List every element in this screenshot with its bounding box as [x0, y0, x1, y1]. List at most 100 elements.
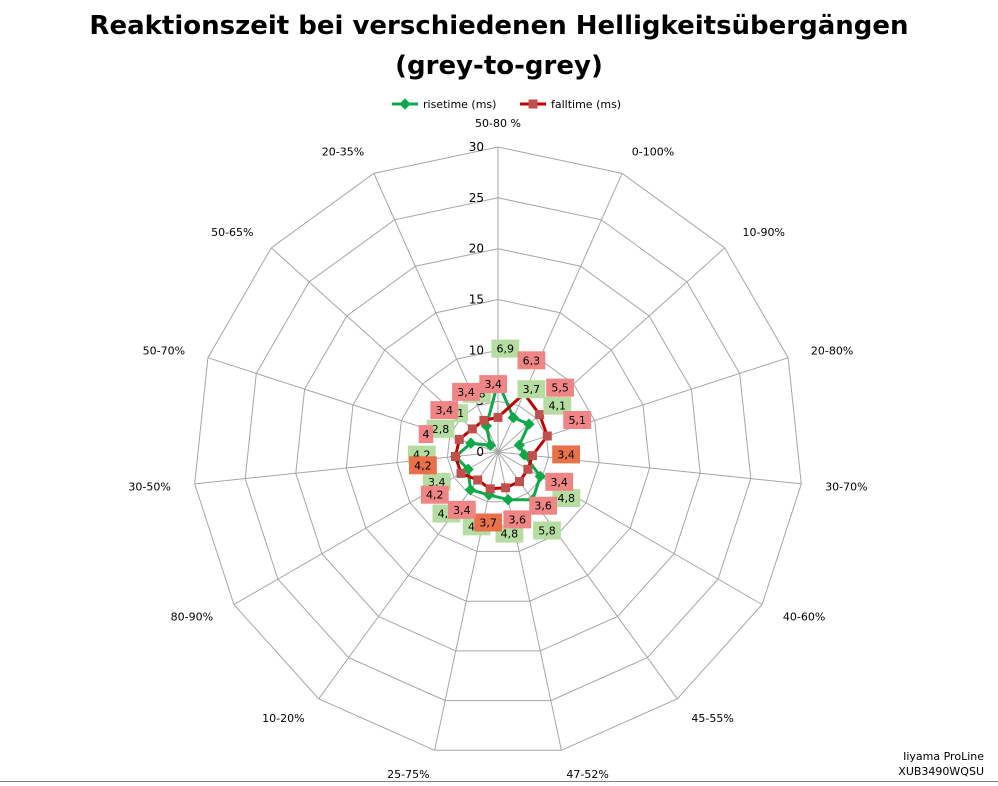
falltime-data-label: 5,5	[546, 378, 574, 397]
spoke-6	[497, 451, 678, 700]
falltime-data-label: 3,4	[552, 445, 580, 464]
category-label: 20-35%	[322, 145, 364, 158]
legend: risetime (ms) falltime (ms)	[392, 98, 621, 111]
footer-caption: Iiyama ProLine XUB3490WQSU	[898, 749, 984, 779]
data-label-box	[563, 411, 592, 429]
category-labels: 50-80 % 0-100% 10-90% 20-80% 30-70% 40-60% 45-…	[128, 117, 867, 781]
data-label-box	[418, 425, 434, 444]
data-label-box	[503, 510, 532, 529]
falltime-marker	[454, 434, 464, 444]
category-label: 45-55%	[691, 712, 733, 725]
spoke-14	[373, 173, 499, 453]
data-label-box	[552, 445, 580, 464]
spoke-9	[318, 451, 499, 700]
risetime-data-label: 4,8	[495, 524, 524, 543]
risetime-data-label: 4,8	[552, 489, 581, 508]
falltime-data-label: 3,6	[529, 496, 557, 515]
data-label-box	[420, 485, 449, 504]
falltime-data-label: 3,4	[545, 472, 574, 491]
tick-label-10: 10	[469, 343, 484, 357]
data-label-box	[474, 513, 502, 532]
gridline-25	[244, 197, 752, 702]
falltime-marker	[515, 477, 524, 487]
falltime-data-label: 4,2	[409, 456, 437, 475]
risetime-marker	[484, 439, 497, 451]
data-label-box	[495, 524, 524, 543]
risetime-marker	[465, 437, 477, 449]
risetime-marker	[502, 494, 514, 506]
risetime-data-label: 6,9	[491, 339, 520, 358]
data-label-box	[452, 382, 480, 401]
footer-divider	[0, 781, 998, 782]
falltime-marker	[523, 464, 533, 474]
data-label-text: 6,3	[523, 354, 541, 367]
data-label-text: 4,2	[414, 459, 432, 472]
spoke-11	[194, 451, 499, 485]
category-label: 30-50%	[128, 480, 170, 493]
falltime-marker	[493, 412, 503, 422]
data-label-text: 5,5	[551, 382, 569, 395]
data-label-text: 3,4	[428, 476, 446, 489]
risetime-data-label: 5,8	[533, 521, 561, 540]
falltime-data-label: 5,1	[563, 411, 592, 429]
falltime-marker	[451, 452, 460, 461]
falltime-marker	[501, 483, 511, 493]
data-label-box	[409, 456, 437, 475]
data-label-box	[430, 401, 459, 420]
chart-title: Reaktionszeit bei verschiedenen Helligke…	[0, 6, 998, 86]
data-label-text: 3,4	[557, 448, 575, 461]
falltime-data-label: 3,7	[474, 513, 502, 532]
falltime-marker	[527, 451, 537, 461]
risetime-marker	[464, 484, 477, 496]
falltime-data-label: 3,4	[430, 401, 459, 420]
data-label-text: 5,1	[568, 414, 586, 427]
data-label-text: 4,8	[558, 492, 576, 505]
data-label-box	[552, 489, 581, 508]
data-label-text: 3,4	[436, 404, 454, 417]
falltime-data-label: 3,4	[452, 382, 480, 401]
category-label: 47-52%	[566, 768, 608, 781]
chart-title-line-2: (grey-to-grey)	[395, 51, 603, 81]
category-label: 50-80 %	[475, 117, 521, 130]
radial-axis-ticks: 051015202530	[469, 140, 484, 459]
data-label-box	[479, 375, 508, 394]
data-label-box	[491, 339, 520, 358]
risetime-series-line	[454, 380, 542, 502]
data-label-text: 3,4	[550, 476, 568, 489]
falltime-marker	[479, 415, 489, 425]
falltime-marker	[467, 424, 477, 434]
legend-falltime-label: falltime (ms)	[551, 98, 621, 111]
risetime-data-label: 4,1	[543, 396, 572, 415]
falltime-marker	[535, 410, 545, 420]
risetime-marker	[513, 439, 525, 451]
falltime-series-line	[454, 392, 549, 491]
risetime-marker	[534, 470, 546, 483]
data-label-text: 2,8	[432, 423, 450, 436]
data-label-text: 3,7	[523, 383, 541, 396]
spoke-10	[233, 451, 499, 605]
category-label: 10-90%	[743, 226, 785, 239]
falltime-data-label: 4	[418, 425, 434, 444]
falltime-data-label: 3,6	[503, 510, 532, 529]
category-label: 50-70%	[143, 344, 185, 357]
tick-label-20: 20	[469, 242, 484, 256]
data-label-box	[426, 419, 455, 438]
legend-risetime-marker	[399, 98, 411, 110]
chart-title-line-1: Reaktionszeit bei verschiedenen Helligke…	[89, 11, 909, 41]
category-label: 0-100%	[632, 145, 674, 158]
falltime-data-label: 3,4	[448, 500, 476, 519]
falltime-marker	[456, 468, 466, 478]
legend-falltime-marker	[528, 99, 538, 109]
data-label-text: 3,7	[479, 517, 497, 530]
spoke-1	[497, 173, 623, 453]
category-label: 25-75%	[387, 768, 429, 781]
radar-grid	[194, 146, 802, 751]
legend-risetime-label: risetime (ms)	[423, 98, 496, 111]
data-label-text: 4,1	[549, 400, 567, 413]
risetime-marker	[523, 418, 535, 430]
data-label-text: 4,8	[501, 528, 519, 541]
gridline-30	[194, 146, 802, 751]
data-label-box	[533, 521, 561, 540]
spoke-8	[434, 451, 499, 751]
